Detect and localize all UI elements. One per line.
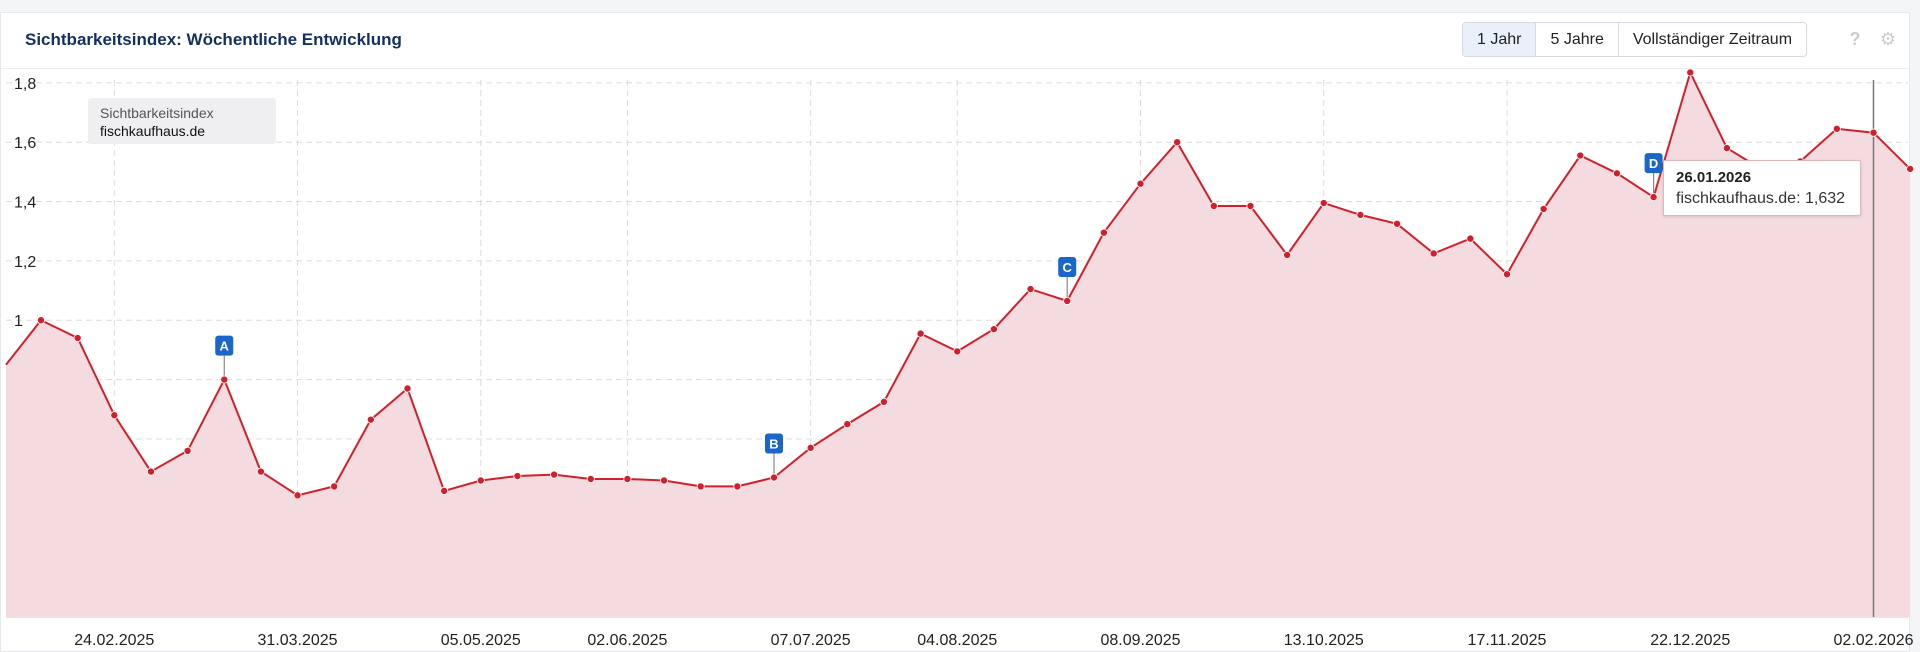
data-point	[1539, 204, 1548, 213]
data-point	[1869, 128, 1878, 137]
annotation-label: B	[769, 437, 778, 452]
data-point	[1649, 193, 1658, 202]
x-tick-label: 05.05.2025	[441, 632, 521, 649]
data-point	[1466, 234, 1475, 243]
x-tick-label: 17.11.2025	[1468, 632, 1547, 649]
series-legend: Sichtbarkeitsindex fischkaufhaus.de	[88, 98, 276, 144]
data-point	[110, 411, 119, 420]
series-area	[6, 72, 1911, 617]
data-point	[183, 446, 192, 455]
data-point	[220, 375, 229, 384]
legend-title: Sichtbarkeitsindex	[100, 105, 214, 121]
annotation-label: D	[1649, 156, 1658, 171]
data-point	[1576, 151, 1585, 160]
legend-domain: fischkaufhaus.de	[100, 123, 206, 139]
data-point	[1356, 210, 1365, 219]
data-point	[256, 467, 265, 476]
annotation-label: C	[1063, 260, 1073, 275]
data-point	[1173, 138, 1182, 147]
data-point	[1099, 228, 1108, 237]
data-point	[476, 476, 485, 485]
data-point	[733, 482, 742, 491]
data-tooltip: 26.01.2026 fischkaufhaus.de: 1,632	[1663, 160, 1861, 216]
data-point	[330, 482, 339, 491]
x-tick-label: 31.03.2025	[258, 632, 338, 649]
data-point	[1136, 179, 1145, 188]
data-point	[1722, 144, 1731, 153]
range-5-years-button[interactable]: 5 Jahre	[1536, 23, 1619, 56]
annotation-label: A	[220, 339, 230, 354]
data-point	[550, 470, 559, 479]
data-point	[403, 384, 412, 393]
range-button-group: 1 Jahr 5 Jahre Vollständiger Zeitraum	[1462, 22, 1808, 57]
range-full-period-button[interactable]: Vollständiger Zeitraum	[1618, 23, 1807, 56]
x-tick-label: 02.06.2025	[587, 632, 667, 649]
data-point	[1209, 201, 1218, 210]
x-tick-label: 22.12.2025	[1650, 632, 1730, 649]
x-tick-label: 07.07.2025	[771, 632, 851, 649]
data-point	[1026, 285, 1035, 294]
data-point	[1429, 249, 1438, 258]
annotation-marker	[765, 433, 783, 454]
chart-title: Sichtbarkeitsindex: Wöchentliche Entwick…	[25, 30, 402, 49]
y-tick-label: 1,8	[14, 76, 36, 93]
data-point	[843, 420, 852, 429]
data-point	[953, 347, 962, 356]
y-tick-label: 1,2	[14, 254, 36, 271]
data-point	[73, 334, 82, 343]
panel-header: Sichtbarkeitsindex: Wöchentliche Entwick…	[1, 13, 1909, 69]
data-point	[770, 473, 779, 482]
data-point	[1686, 68, 1695, 77]
data-point	[1503, 270, 1512, 279]
question-icon[interactable]: ?	[1849, 29, 1861, 49]
data-point	[1612, 169, 1621, 178]
data-point	[806, 443, 815, 452]
x-tick-label: 02.02.2026	[1833, 632, 1913, 649]
data-point	[513, 472, 522, 481]
data-point	[623, 475, 632, 484]
data-point	[366, 415, 375, 424]
data-point	[1283, 250, 1292, 259]
data-point	[916, 329, 925, 338]
data-point	[146, 467, 155, 476]
data-point	[1319, 199, 1328, 208]
y-tick-label: 1,6	[14, 135, 36, 152]
y-tick-label: 1,4	[14, 195, 36, 212]
y-tick-label: 1	[14, 313, 23, 330]
range-1-year-button[interactable]: 1 Jahr	[1463, 23, 1537, 56]
annotation-marker	[215, 335, 234, 356]
x-tick-label: 13.10.2025	[1284, 632, 1364, 649]
data-point	[293, 491, 302, 500]
data-point	[1063, 296, 1072, 305]
gear-icon[interactable]: ⚙	[1879, 29, 1897, 49]
data-point	[586, 475, 595, 484]
x-tick-label: 24.02.2025	[74, 632, 154, 649]
data-point	[37, 316, 46, 325]
data-point	[1906, 164, 1915, 173]
annotation-marker	[1644, 153, 1663, 174]
annotation-marker	[1058, 256, 1077, 277]
data-point	[1832, 124, 1841, 133]
x-tick-label: 08.09.2025	[1100, 632, 1180, 649]
tooltip-value: fischkaufhaus.de: 1,632	[1676, 190, 1846, 207]
data-point	[660, 476, 669, 485]
data-point	[440, 486, 449, 495]
tooltip-date: 26.01.2026	[1676, 169, 1752, 186]
data-point	[989, 325, 998, 334]
data-point	[879, 397, 888, 406]
data-point	[1393, 219, 1402, 228]
data-point	[696, 482, 705, 491]
data-point	[1246, 201, 1255, 210]
x-tick-label: 04.08.2025	[917, 632, 997, 649]
